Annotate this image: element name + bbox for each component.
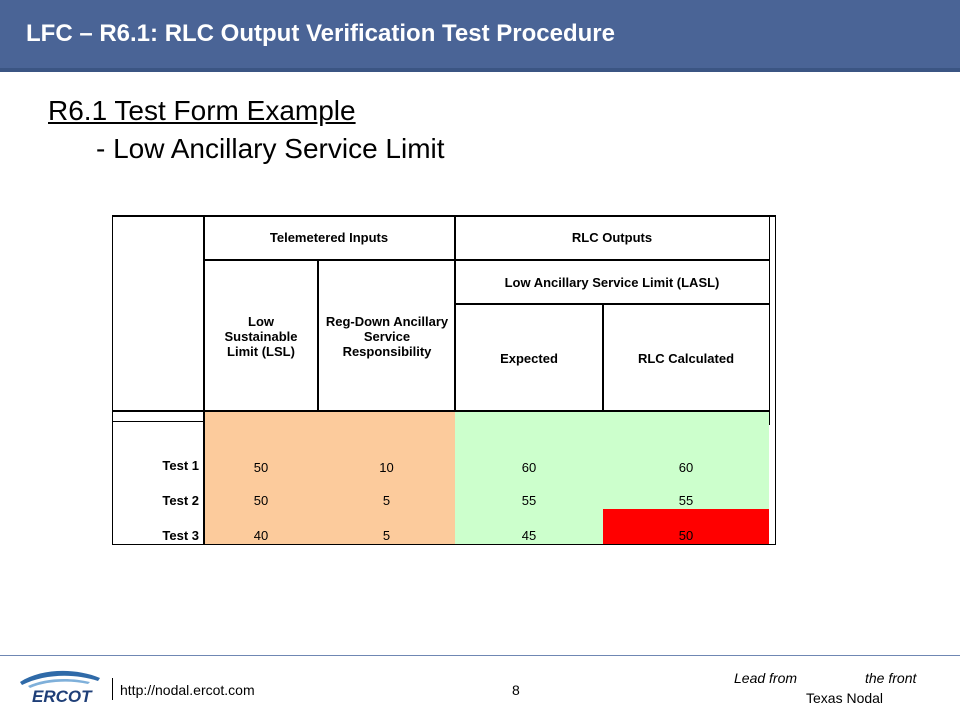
lasl-header: Low Ancillary Service Limit (LASL) — [504, 274, 720, 290]
title-bar — [0, 0, 960, 72]
test-form-table: Telemetered Inputs RLC Outputs Low Ancil… — [112, 215, 776, 545]
regdown-input-fill — [318, 412, 455, 545]
mismatch-fill — [603, 509, 769, 545]
rlc-outputs-header: RLC Outputs — [571, 230, 653, 245]
row-1-regdown: 10 — [379, 459, 394, 475]
grid-col-2 — [317, 260, 319, 412]
telemetered-inputs-header: Telemetered Inputs — [269, 230, 389, 245]
regdown-column-header: Reg-Down Ancillary Service Responsibilit… — [325, 313, 449, 359]
row-2-regdown: 5 — [382, 492, 391, 508]
grid-bottom — [112, 544, 776, 545]
grid-col-3 — [454, 215, 456, 412]
slide-subtitle: - Low Ancillary Service Limit — [96, 133, 445, 164]
grid-row-3b — [112, 421, 203, 422]
rlc-output-fill — [603, 412, 769, 509]
grid-col-4 — [602, 305, 604, 412]
row-3-rlc-calculated: 50 — [678, 527, 694, 543]
tagline-sub: Texas Nodal — [806, 690, 884, 706]
slide-title: R6.1 Test Form Example — [48, 95, 356, 126]
row-label-test-2: Test 2 — [162, 492, 199, 508]
row-1-rlc-calculated: 60 — [678, 459, 694, 475]
footer-rule — [0, 655, 960, 656]
lsl-input-fill — [203, 412, 318, 545]
row-2-lsl: 50 — [253, 492, 269, 508]
grid-col-1 — [203, 215, 205, 545]
expected-output-fill — [455, 412, 603, 545]
row-3-expected: 45 — [521, 527, 537, 543]
grid-row-1 — [203, 259, 769, 261]
tagline-left: Lead from — [734, 670, 798, 686]
grid-left — [112, 215, 113, 545]
tagline-right: the front — [865, 670, 917, 686]
footer-url-link[interactable]: http://nodal.ercot.com — [120, 682, 255, 698]
row-1-lsl: 50 — [253, 459, 269, 475]
lsl-column-header: Low Sustainable Limit (LSL) — [224, 313, 298, 359]
title-bar-rule — [0, 68, 960, 72]
row-3-lsl: 40 — [253, 527, 269, 543]
row-1-expected: 60 — [521, 459, 537, 475]
grid-right — [769, 215, 770, 425]
header-title: LFC – R6.1: RLC Output Verification Test… — [26, 20, 615, 47]
footer-separator — [112, 678, 113, 700]
expected-column-header: Expected — [500, 350, 558, 366]
ercot-logo: ERCOT — [14, 666, 104, 706]
row-2-expected: 55 — [521, 492, 537, 508]
row-2-rlc-calculated: 55 — [678, 492, 694, 508]
grid-row-3 — [112, 410, 769, 412]
row-label-test-3: Test 3 — [162, 527, 199, 543]
grid-row-2 — [455, 303, 769, 305]
grid-top — [112, 215, 776, 217]
grid-right-outer — [775, 215, 776, 545]
rlc-calculated-column-header: RLC Calculated — [637, 350, 735, 366]
logo-text: ERCOT — [32, 687, 93, 706]
row-3-regdown: 5 — [382, 527, 391, 543]
page-number: 8 — [512, 682, 520, 698]
row-label-test-1: Test 1 — [162, 457, 199, 473]
